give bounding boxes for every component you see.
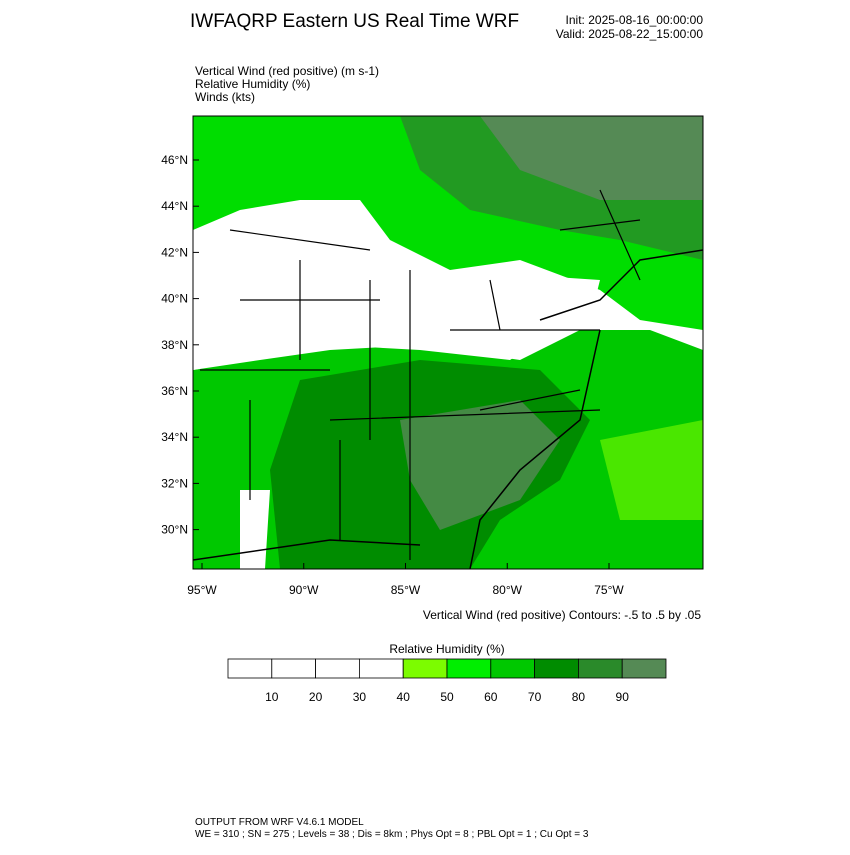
colorbar-label: 30: [353, 690, 367, 704]
colorbar-box: [402, 658, 448, 679]
colorbar-box: [490, 658, 535, 679]
colorbar-label: 10: [265, 690, 279, 704]
colorbar-box: [315, 658, 360, 679]
lat-label: 32°N: [161, 476, 188, 490]
lon-label: 95°W: [187, 583, 217, 597]
footer-line: WE = 310 ; SN = 275 ; Levels = 38 ; Dis …: [195, 829, 589, 840]
lon-label: 80°W: [493, 583, 523, 597]
colorbar-label: 20: [309, 690, 323, 704]
colorbar-label: 70: [528, 690, 542, 704]
colorbar-box: [358, 658, 404, 679]
colorbar-label: 80: [572, 690, 586, 704]
lat-label: 30°N: [161, 523, 188, 537]
field-label: Winds (kts): [195, 90, 255, 104]
lat-label: 36°N: [161, 384, 188, 398]
valid-time: Valid: 2025-08-22_15:00:00: [556, 27, 704, 41]
lat-label: 40°N: [161, 292, 188, 306]
title: IWFAQRP Eastern US Real Time WRF: [190, 11, 519, 32]
lon-label: 75°W: [594, 583, 624, 597]
colorbar-box: [621, 658, 667, 679]
lon-label: 85°W: [391, 583, 421, 597]
contour-note: Vertical Wind (red positive) Contours: -…: [423, 608, 701, 622]
map: [192, 115, 704, 570]
footer-line: OUTPUT FROM WRF V4.6.1 MODEL: [195, 817, 364, 828]
lat-label: 34°N: [161, 430, 188, 444]
colorbar-label: 50: [440, 690, 454, 704]
lat-label: 38°N: [161, 338, 188, 352]
colorbar-box: [271, 658, 316, 679]
colorbar-box: [227, 658, 273, 679]
colorbar-label: 90: [616, 690, 630, 704]
colorbar-box: [446, 658, 492, 679]
lat-label: 46°N: [161, 153, 188, 167]
field-label: Vertical Wind (red positive) (m s-1): [195, 64, 379, 78]
lat-label: 44°N: [161, 199, 188, 213]
colorbar-title: Relative Humidity (%): [389, 642, 504, 656]
init-time: Init: 2025-08-16_00:00:00: [566, 13, 704, 27]
field-label: Relative Humidity (%): [195, 77, 310, 91]
colorbar-label: 60: [484, 690, 498, 704]
colorbar-box: [534, 658, 579, 679]
lat-label: 42°N: [161, 245, 188, 259]
colorbar-label: 40: [397, 690, 411, 704]
colorbar-box: [578, 658, 623, 679]
lon-label: 90°W: [289, 583, 319, 597]
